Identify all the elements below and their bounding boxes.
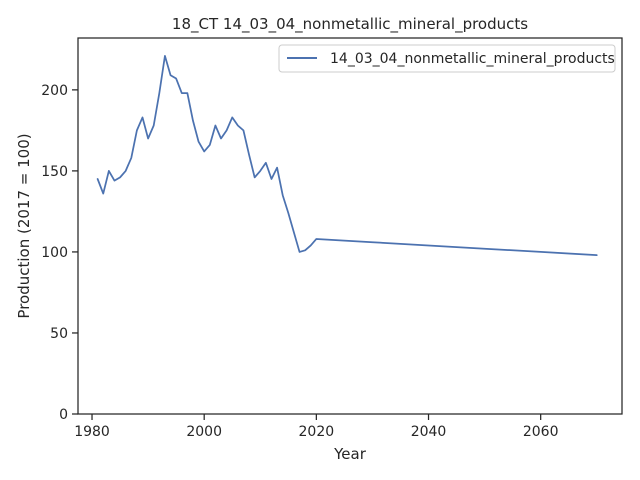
- plot-area: 1980 2000 2020 2040 2060 0 50 100 150 200: [41, 37, 623, 440]
- legend-box: [278, 44, 616, 73]
- y-tick-label: 50: [50, 326, 68, 342]
- x-tick-label: 2040: [411, 424, 447, 440]
- chart-title: 18_CT 14_03_04_nonmetallic_mineral_produ…: [172, 15, 528, 34]
- y-axis-label: Production (2017 = 100): [15, 133, 33, 318]
- x-axis: 1980 2000 2020 2040 2060: [74, 414, 559, 440]
- plot-frame: [77, 37, 623, 415]
- y-tick-label: 200: [41, 83, 68, 99]
- x-tick-label: 2000: [186, 424, 222, 440]
- legend: 14_03_04_nonmetallic_mineral_products: [278, 44, 616, 73]
- series-line: [96, 54, 598, 257]
- y-tick-label: 100: [41, 245, 68, 261]
- x-axis-label: Year: [333, 445, 367, 463]
- y-tick-label: 0: [59, 407, 68, 423]
- x-tick-label: 2020: [299, 424, 335, 440]
- legend-label: 14_03_04_nonmetallic_mineral_products: [330, 51, 615, 67]
- x-tick-label: 2060: [523, 424, 559, 440]
- y-tick-label: 150: [41, 164, 68, 180]
- y-axis: 0 50 100 150 200: [41, 83, 78, 423]
- series-layer: [96, 54, 598, 257]
- x-tick-label: 1980: [74, 424, 110, 440]
